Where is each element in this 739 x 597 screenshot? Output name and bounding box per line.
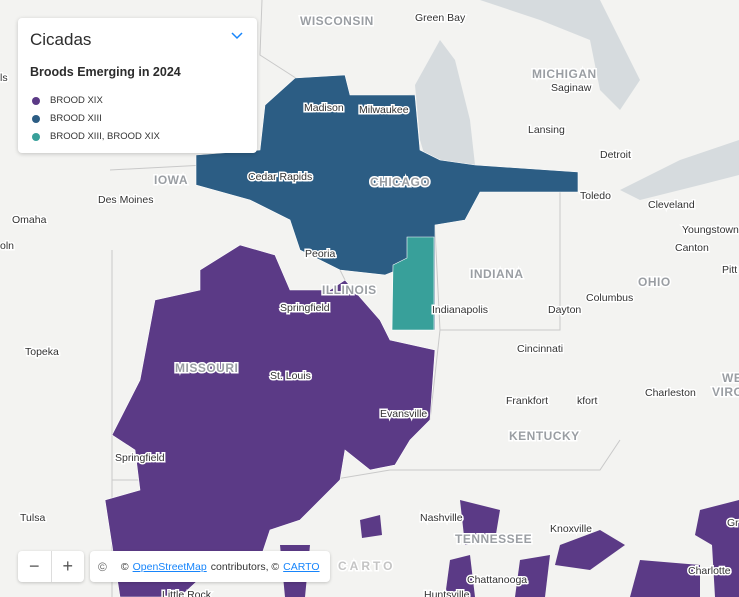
legend-item: BROOD XIX xyxy=(32,95,103,106)
city-label: Springfield xyxy=(115,452,165,464)
city-label: Toledo xyxy=(580,190,611,202)
attribution: © © OpenStreetMap contributors, © CARTO xyxy=(90,551,330,582)
zoom-in[interactable]: + xyxy=(62,556,73,576)
city-label: oln xyxy=(0,240,14,252)
city-label: Canton xyxy=(675,242,709,254)
attribution-text: contributors, © xyxy=(210,560,280,573)
legend-swatch xyxy=(32,132,40,141)
city-label: Omaha xyxy=(12,214,47,226)
city-label: Cincinnati xyxy=(517,343,563,355)
region-label: WISCONSIN xyxy=(300,14,374,28)
brood-xiii-area xyxy=(195,74,579,331)
collapse-toggle[interactable] xyxy=(231,32,243,40)
region-label: WE xyxy=(722,371,739,385)
city-label: Pitt xyxy=(722,264,737,276)
attribution-icon[interactable]: © xyxy=(98,559,107,574)
legend-label: BROOD XIII, BROOD XIX xyxy=(50,131,160,142)
city-label: Madison xyxy=(304,102,344,114)
city-label: Des Moines xyxy=(98,194,153,206)
overlap-area xyxy=(391,236,435,331)
city-label: Milwaukee xyxy=(359,104,409,116)
lake-huron xyxy=(480,0,640,110)
city-label: St. Louis xyxy=(270,370,311,382)
watermark: CARTO xyxy=(338,559,395,573)
city-label: Knoxville xyxy=(550,523,592,535)
region-label: ILLINOIS xyxy=(322,283,377,297)
city-label: Charleston xyxy=(645,387,696,399)
region-label: TENNESSEE xyxy=(455,532,532,546)
city-label: Cedar Rapids xyxy=(248,171,312,183)
city-label: Evansville xyxy=(380,408,427,420)
attribution-text: © xyxy=(120,560,129,573)
region-label: IOWA xyxy=(154,173,188,187)
panel-title: Cicadas xyxy=(30,30,92,49)
legend-title: Broods Emerging in 2024 xyxy=(30,65,181,79)
city-label: Youngstown xyxy=(682,224,739,236)
region-label: OHIO xyxy=(638,275,671,289)
legend-item: BROOD XIII xyxy=(32,113,102,124)
zoom-controls: − + xyxy=(18,551,84,582)
city-label: Chattanooga xyxy=(467,574,527,586)
city-label: Saginaw xyxy=(551,82,592,94)
city-label: Indianapolis xyxy=(432,304,488,316)
city-label: Dayton xyxy=(548,304,581,316)
carto-link[interactable]: CARTO xyxy=(283,560,320,573)
city-label: Little Rock xyxy=(162,589,212,597)
legend-item: BROOD XIII, BROOD XIX xyxy=(32,131,160,142)
osm-link[interactable]: OpenStreetMap xyxy=(132,560,207,573)
lake-erie xyxy=(620,140,739,200)
legend-label: BROOD XIX xyxy=(50,95,103,106)
legend-swatch xyxy=(32,114,40,123)
city-label: Columbus xyxy=(586,292,633,304)
city-label: Springfield xyxy=(280,302,330,314)
region-label: MISSOURI xyxy=(175,361,238,375)
city-label: Tulsa xyxy=(20,512,45,524)
city-label: Topeka xyxy=(25,346,59,358)
city-label: Frankfort xyxy=(506,395,548,407)
city-label: Peoria xyxy=(305,248,336,260)
zoom-out[interactable]: − xyxy=(18,551,52,582)
region-label: CHICAGO xyxy=(370,175,430,189)
city-label: Lansing xyxy=(528,124,565,136)
city-label: Huntsville xyxy=(424,589,470,597)
legend-panel: Cicadas Broods Emerging in 2024 BROOD XI… xyxy=(18,18,257,153)
city-label: Gr xyxy=(727,517,739,529)
city-label: Cleveland xyxy=(648,199,695,211)
legend-swatch xyxy=(32,96,40,105)
city-label: kfort xyxy=(577,395,598,407)
city-label: ls xyxy=(0,72,8,84)
city-label: Nashville xyxy=(420,512,463,524)
region-label: MICHIGAN xyxy=(532,67,597,81)
city-label: Green Bay xyxy=(415,12,466,24)
region-label: INDIANA xyxy=(470,267,524,281)
brood-xix-area xyxy=(104,244,436,597)
legend-label: BROOD XIII xyxy=(50,113,102,124)
city-label: Charlotte xyxy=(688,565,731,577)
region-label: VIRO xyxy=(712,385,739,399)
lake-michigan xyxy=(415,40,475,190)
city-label: Detroit xyxy=(600,149,631,161)
region-label: KENTUCKY xyxy=(509,429,580,443)
